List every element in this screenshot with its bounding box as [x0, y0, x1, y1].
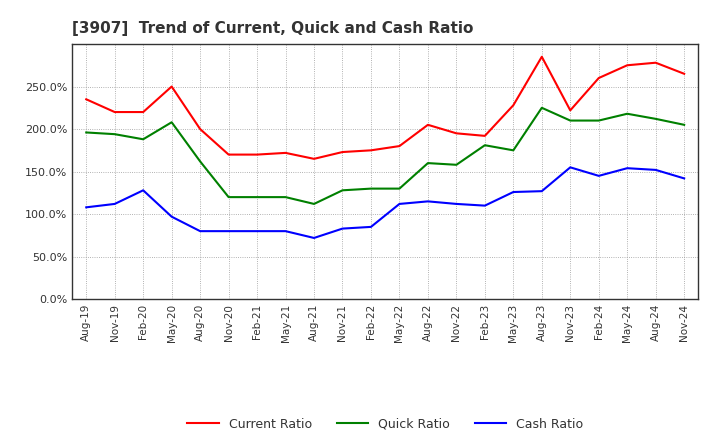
Current Ratio [452, 131, 461, 136]
Line: Cash Ratio: Cash Ratio [86, 167, 684, 238]
Quick Ratio [310, 201, 318, 206]
Cash Ratio [110, 201, 119, 206]
Current Ratio [652, 60, 660, 66]
Quick Ratio [595, 118, 603, 123]
Legend: Current Ratio, Quick Ratio, Cash Ratio: Current Ratio, Quick Ratio, Cash Ratio [182, 413, 588, 436]
Cash Ratio [196, 228, 204, 234]
Current Ratio [338, 150, 347, 155]
Quick Ratio [110, 132, 119, 137]
Quick Ratio [253, 194, 261, 200]
Text: [3907]  Trend of Current, Quick and Cash Ratio: [3907] Trend of Current, Quick and Cash … [72, 21, 473, 36]
Current Ratio [310, 156, 318, 161]
Cash Ratio [82, 205, 91, 210]
Cash Ratio [509, 189, 518, 194]
Quick Ratio [225, 194, 233, 200]
Quick Ratio [623, 111, 631, 117]
Current Ratio [282, 150, 290, 155]
Line: Current Ratio: Current Ratio [86, 57, 684, 159]
Cash Ratio [395, 201, 404, 206]
Cash Ratio [423, 199, 432, 204]
Current Ratio [537, 54, 546, 59]
Cash Ratio [652, 167, 660, 172]
Quick Ratio [537, 105, 546, 110]
Quick Ratio [566, 118, 575, 123]
Quick Ratio [282, 194, 290, 200]
Current Ratio [566, 108, 575, 113]
Current Ratio [366, 148, 375, 153]
Cash Ratio [480, 203, 489, 208]
Cash Ratio [680, 176, 688, 181]
Current Ratio [167, 84, 176, 89]
Quick Ratio [509, 148, 518, 153]
Cash Ratio [338, 226, 347, 231]
Quick Ratio [139, 137, 148, 142]
Quick Ratio [480, 143, 489, 148]
Quick Ratio [82, 130, 91, 135]
Current Ratio [623, 62, 631, 68]
Quick Ratio [366, 186, 375, 191]
Current Ratio [423, 122, 432, 128]
Current Ratio [110, 110, 119, 115]
Current Ratio [680, 71, 688, 77]
Current Ratio [196, 126, 204, 132]
Cash Ratio [366, 224, 375, 230]
Cash Ratio [139, 188, 148, 193]
Quick Ratio [338, 188, 347, 193]
Cash Ratio [310, 235, 318, 241]
Cash Ratio [167, 214, 176, 219]
Current Ratio [509, 103, 518, 108]
Quick Ratio [423, 161, 432, 166]
Cash Ratio [225, 228, 233, 234]
Cash Ratio [595, 173, 603, 179]
Current Ratio [225, 152, 233, 157]
Current Ratio [395, 143, 404, 149]
Current Ratio [253, 152, 261, 157]
Cash Ratio [282, 228, 290, 234]
Current Ratio [82, 97, 91, 102]
Quick Ratio [196, 159, 204, 164]
Quick Ratio [452, 162, 461, 168]
Quick Ratio [652, 116, 660, 121]
Cash Ratio [452, 201, 461, 206]
Current Ratio [595, 75, 603, 81]
Quick Ratio [167, 120, 176, 125]
Cash Ratio [623, 165, 631, 171]
Current Ratio [480, 133, 489, 139]
Cash Ratio [253, 228, 261, 234]
Cash Ratio [566, 165, 575, 170]
Line: Quick Ratio: Quick Ratio [86, 108, 684, 204]
Quick Ratio [395, 186, 404, 191]
Cash Ratio [537, 188, 546, 194]
Quick Ratio [680, 122, 688, 128]
Current Ratio [139, 110, 148, 115]
